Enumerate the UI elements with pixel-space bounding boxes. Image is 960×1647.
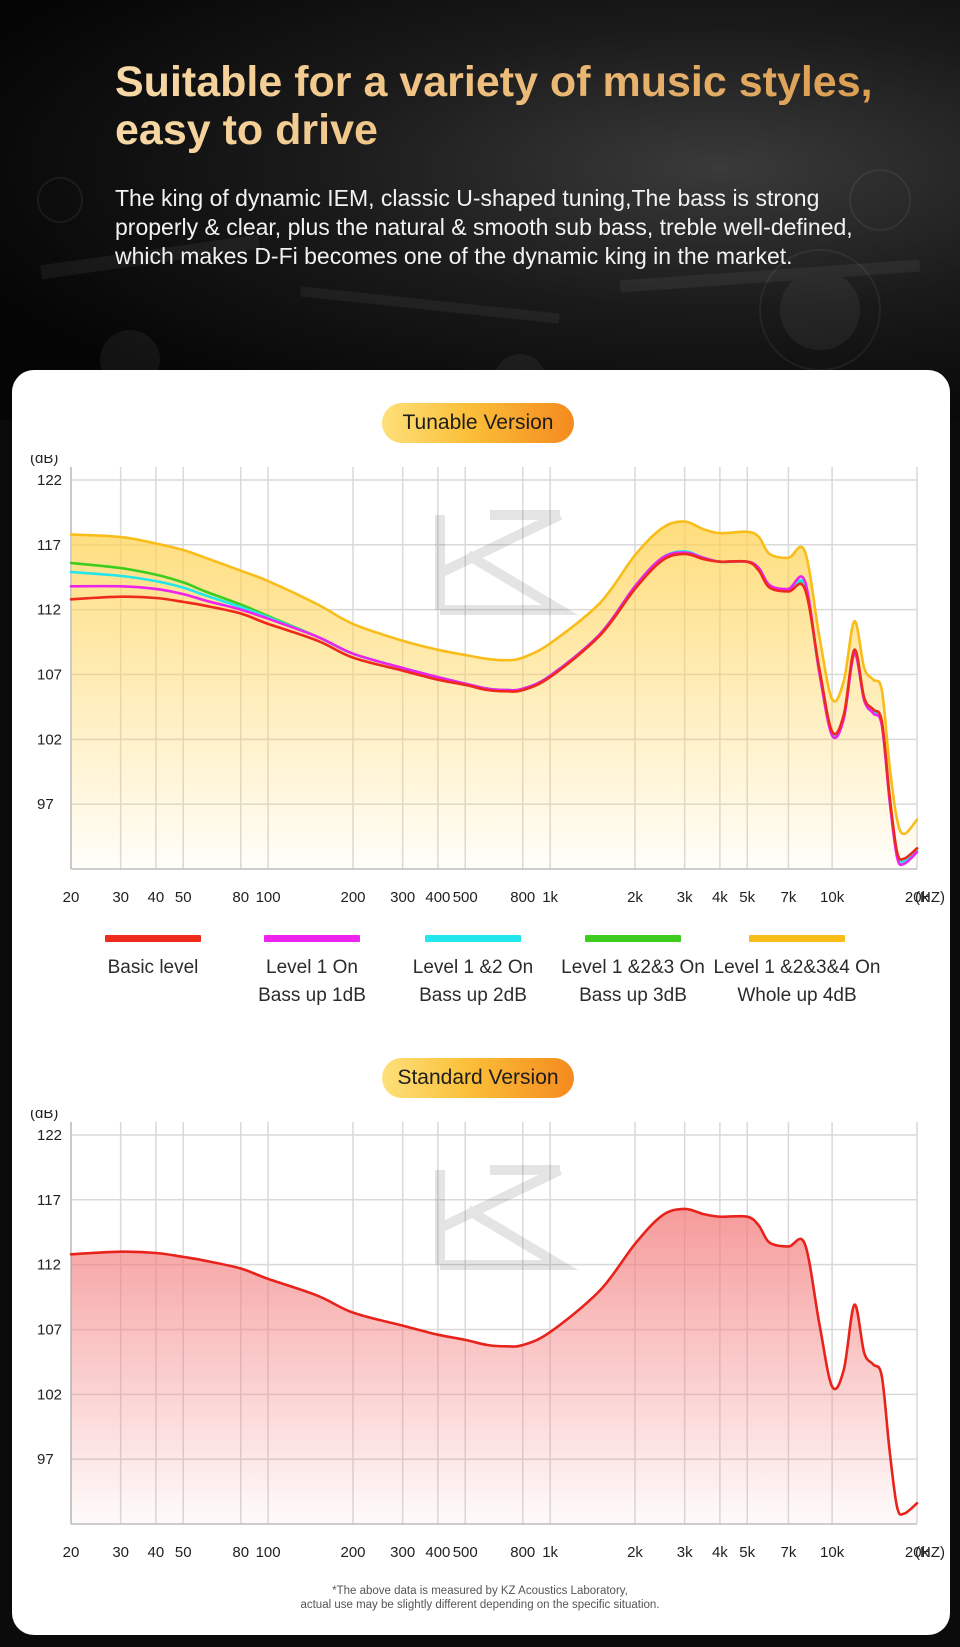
y-tick-label: 112 <box>37 1257 61 1274</box>
x-tick-label: 2k <box>627 889 643 906</box>
x-tick-label: 3k <box>677 1544 693 1561</box>
intro-line-3: which makes D-Fi becomes one of the dyna… <box>115 243 793 269</box>
x-tick-label: 1k <box>542 889 558 906</box>
legend-label: Level 1 On <box>266 957 358 978</box>
x-axis-unit-label: (HZ) <box>915 889 945 906</box>
x-tick-label: 500 <box>453 889 478 906</box>
x-tick-label: 4k <box>712 889 728 906</box>
x-tick-label: 20 <box>63 1544 80 1561</box>
y-axis-unit-label: (dB) <box>30 455 58 467</box>
x-tick-label: 7k <box>781 1544 797 1561</box>
x-tick-label: 20 <box>63 889 80 906</box>
y-tick-label: 107 <box>37 666 62 683</box>
y-tick-label: 117 <box>37 537 61 554</box>
headline-line-2: easy to drive <box>115 106 378 154</box>
x-tick-label: 300 <box>390 1544 415 1561</box>
y-tick-label: 117 <box>37 1192 61 1209</box>
legend-swatch <box>264 935 360 942</box>
x-tick-label: 7k <box>781 889 797 906</box>
y-tick-label: 102 <box>37 1386 62 1403</box>
x-tick-label: 50 <box>175 1544 192 1561</box>
y-tick-label: 122 <box>37 1127 62 1144</box>
y-tick-label: 107 <box>37 1321 62 1338</box>
series-line-1 <box>69 1207 919 1516</box>
headline-line-1: Suitable for a variety of music styles, <box>115 58 873 106</box>
x-axis-unit-label: (HZ) <box>915 1544 945 1561</box>
legend-label: Level 1 &2&3 On <box>561 957 705 978</box>
x-tick-label: 800 <box>510 889 535 906</box>
x-tick-label: 2k <box>627 1544 643 1561</box>
legend-sublabel: Bass up 3dB <box>579 985 687 1006</box>
x-tick-label: 200 <box>340 889 365 906</box>
legend-label: Level 1 &2&3&4 On <box>713 957 881 978</box>
intro-text: The king of dynamic IEM, classic U-shape… <box>115 184 905 271</box>
x-tick-label: 20k <box>905 889 930 906</box>
area-fill <box>71 521 917 869</box>
x-tick-label: 500 <box>453 1544 478 1561</box>
intro-line-2: properly & clear, plus the natural & smo… <box>115 214 853 240</box>
x-tick-label: 1k <box>542 1544 558 1561</box>
kz-watermark-logo <box>435 1165 579 1270</box>
y-tick-label: 97 <box>37 796 54 813</box>
y-tick-label: 112 <box>37 602 61 619</box>
legend-item: Level 1 On Bass up 1dB <box>222 935 402 1010</box>
standard-frequency-response-chart: (dB) 97 102 107 112 117 122 20 30 40 50 80 100 200 300… <box>30 1110 945 1561</box>
tunable-frequency-response-chart: (dB) 97 102 107 112 117 122 20 30 40 50 80 100 200 300… <box>30 455 945 906</box>
x-tick-label: 100 <box>256 889 281 906</box>
x-tick-label: 30 <box>112 1544 129 1561</box>
legend-swatch <box>585 935 681 942</box>
series-line-1 <box>69 552 919 861</box>
x-tick-label: 4k <box>712 1544 728 1561</box>
legend-item: Level 1 &2 On Bass up 2dB <box>383 935 563 1010</box>
x-tick-label: 80 <box>232 1544 249 1561</box>
standard-version-pill: Standard Version <box>382 1058 574 1098</box>
x-tick-label: 10k <box>820 889 845 906</box>
x-tick-label: 40 <box>148 889 165 906</box>
x-tick-label: 300 <box>390 889 415 906</box>
x-tick-label: 5k <box>739 1544 755 1561</box>
legend-item: Level 1 &2&3&4 On Whole up 4dB <box>707 935 887 1010</box>
measurement-footnote: *The above data is measured by KZ Acoust… <box>0 1584 960 1612</box>
x-tick-label: 40 <box>148 1544 165 1561</box>
legend-sublabel: Bass up 1dB <box>258 985 366 1006</box>
legend-item: Level 1 &2&3 On Bass up 3dB <box>543 935 723 1010</box>
legend-sublabel: Bass up 2dB <box>419 985 527 1006</box>
x-tick-label: 3k <box>677 889 693 906</box>
legend-swatch <box>425 935 521 942</box>
x-tick-label: 100 <box>256 1544 281 1561</box>
tunable-version-pill: Tunable Version <box>382 403 574 443</box>
y-tick-label: 97 <box>37 1451 54 1468</box>
footnote-line-2: actual use may be slightly different dep… <box>300 1599 660 1611</box>
x-tick-label: 50 <box>175 889 192 906</box>
kz-watermark-logo <box>435 510 579 615</box>
intro-line-1: The king of dynamic IEM, classic U-shape… <box>115 185 820 211</box>
series-line-5 <box>69 520 919 836</box>
legend-swatch <box>105 935 201 942</box>
legend-label: Level 1 &2 On <box>412 957 534 978</box>
y-tick-label: 122 <box>37 472 62 489</box>
chart-legend: Basic level Level 1 On Bass up 1dB Level 1 … <box>0 935 960 1025</box>
x-tick-label: 80 <box>232 889 249 906</box>
y-tick-label: 102 <box>37 731 62 748</box>
x-tick-label: 10k <box>820 1544 845 1561</box>
x-tick-label: 400 <box>425 889 450 906</box>
x-tick-label: 200 <box>340 1544 365 1561</box>
x-tick-label: 30 <box>112 889 129 906</box>
legend-item: Basic level <box>63 935 243 982</box>
y-axis-unit-label: (dB) <box>30 1110 58 1122</box>
legend-swatch <box>749 935 845 942</box>
footnote-line-1: *The above data is measured by KZ Acoust… <box>332 1585 628 1597</box>
headline: Suitable for a variety of music styles, … <box>115 58 915 154</box>
area-fill <box>71 1208 917 1524</box>
x-tick-label: 5k <box>739 889 755 906</box>
x-tick-label: 20k <box>905 1544 930 1561</box>
x-tick-label: 800 <box>510 1544 535 1561</box>
legend-label: Basic level <box>107 957 199 978</box>
x-tick-label: 400 <box>425 1544 450 1561</box>
legend-sublabel: Whole up 4dB <box>737 985 857 1006</box>
